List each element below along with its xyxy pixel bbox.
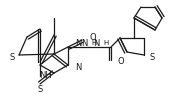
Text: N: N bbox=[75, 39, 81, 48]
Text: O: O bbox=[90, 33, 97, 42]
Text: H: H bbox=[103, 40, 108, 46]
Text: S: S bbox=[37, 85, 43, 94]
Text: N: N bbox=[75, 64, 81, 72]
Text: NH: NH bbox=[39, 71, 52, 81]
Text: O: O bbox=[118, 58, 125, 67]
Text: S: S bbox=[9, 52, 15, 61]
Text: N: N bbox=[93, 39, 99, 48]
Text: S: S bbox=[150, 54, 155, 62]
Text: H: H bbox=[91, 40, 96, 46]
Text: N: N bbox=[81, 39, 87, 48]
